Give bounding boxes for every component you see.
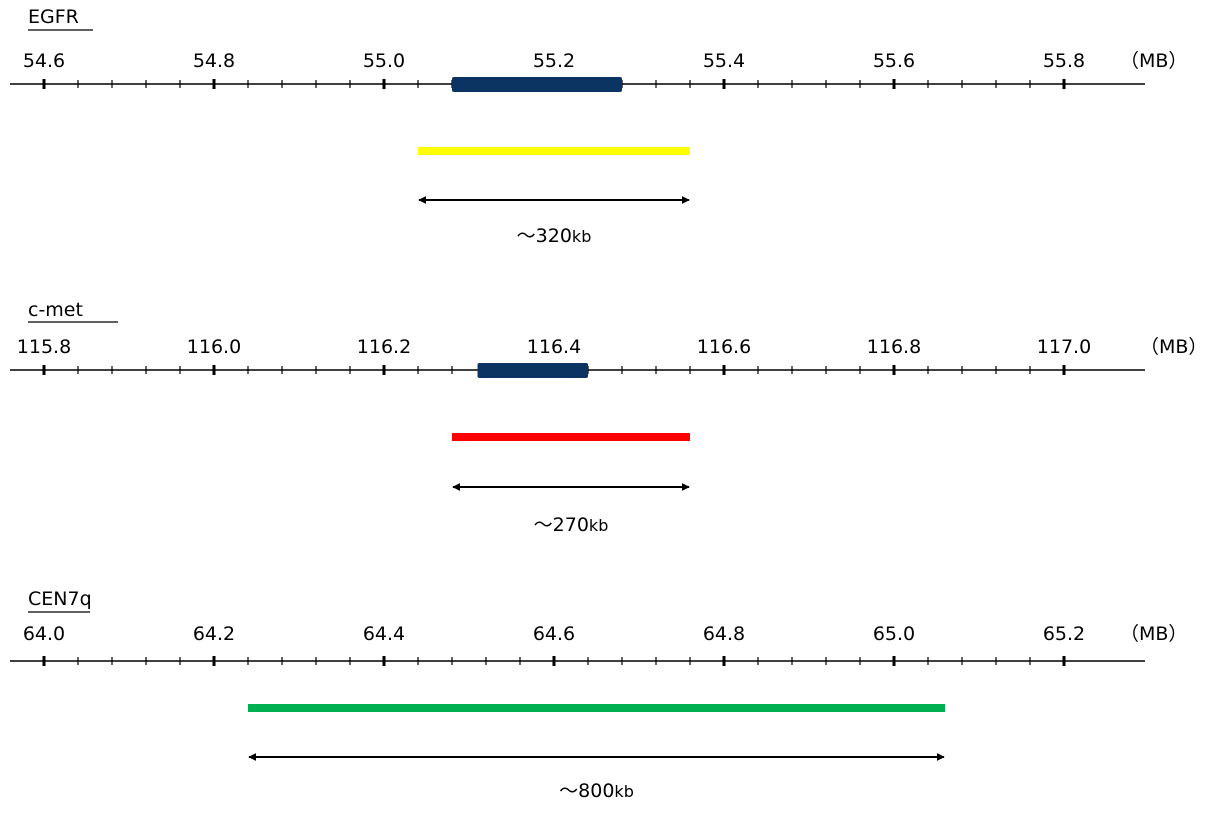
size-number: 800 [578,780,614,802]
tick-label: 115.8 [17,336,71,358]
unit-label: （MB） [1120,623,1187,645]
probe-bar [418,147,690,155]
tick-label: 64.2 [193,623,235,645]
tick-label: 65.2 [1043,623,1085,645]
probe-bar [452,433,690,441]
size-unit: kb [572,227,591,246]
track-c-met: c-met 115.8 116.0 116.2 116.4 116.6 116.… [10,299,1207,536]
track-egfr: EGFR 54.6 54.8 55.0 55.2 55.4 55.6 55.8 … [10,6,1187,247]
probe-size-label: ～800kb [559,780,634,802]
gene-block [452,77,622,92]
tick-labels: 54.6 54.8 55.0 55.2 55.4 55.6 55.8 [23,50,1085,72]
tick-label: 54.8 [193,50,235,72]
probe-size-label: ～320kb [517,225,592,247]
tick-label: 54.6 [23,50,65,72]
size-prefix: ～ [534,514,553,536]
track-title: CEN7q [28,588,92,610]
tick-labels: 64.0 64.2 64.4 64.6 64.8 65.0 65.2 [23,623,1085,645]
tick-label: 64.4 [363,623,405,645]
tick-label: 117.0 [1037,336,1091,358]
tick-label: 116.6 [697,336,751,358]
tick-label: 116.2 [357,336,411,358]
size-number: 270 [553,514,589,536]
tick-label: 55.8 [1043,50,1085,72]
size-unit: kb [589,516,608,535]
tick-label: 55.6 [873,50,915,72]
gene-block [477,363,588,378]
tick-labels: 115.8 116.0 116.2 116.4 116.6 116.8 117.… [17,336,1091,358]
track-cen7q: CEN7q 64.0 64.2 64.4 64.6 64.8 65.0 65.2… [10,588,1187,802]
tick-label: 64.0 [23,623,65,645]
tick-label: 65.0 [873,623,915,645]
size-unit: kb [614,782,633,801]
axis [10,656,1145,666]
tick-label: 64.8 [703,623,745,645]
unit-label: （MB） [1140,336,1207,358]
unit-label: （MB） [1120,50,1187,72]
size-prefix: ～ [559,780,578,802]
size-prefix: ～ [517,225,536,247]
track-title: EGFR [28,6,79,28]
tick-label: 64.6 [533,623,575,645]
tick-label: 55.0 [363,50,405,72]
tick-label: 116.4 [527,336,581,358]
size-number: 320 [536,225,572,247]
tick-label: 55.4 [703,50,745,72]
probe-bar [248,704,945,712]
tick-label: 116.8 [867,336,921,358]
track-title: c-met [28,299,83,321]
probe-size-label: ～270kb [534,514,609,536]
tick-label: 116.0 [187,336,241,358]
tick-label: 55.2 [533,50,575,72]
